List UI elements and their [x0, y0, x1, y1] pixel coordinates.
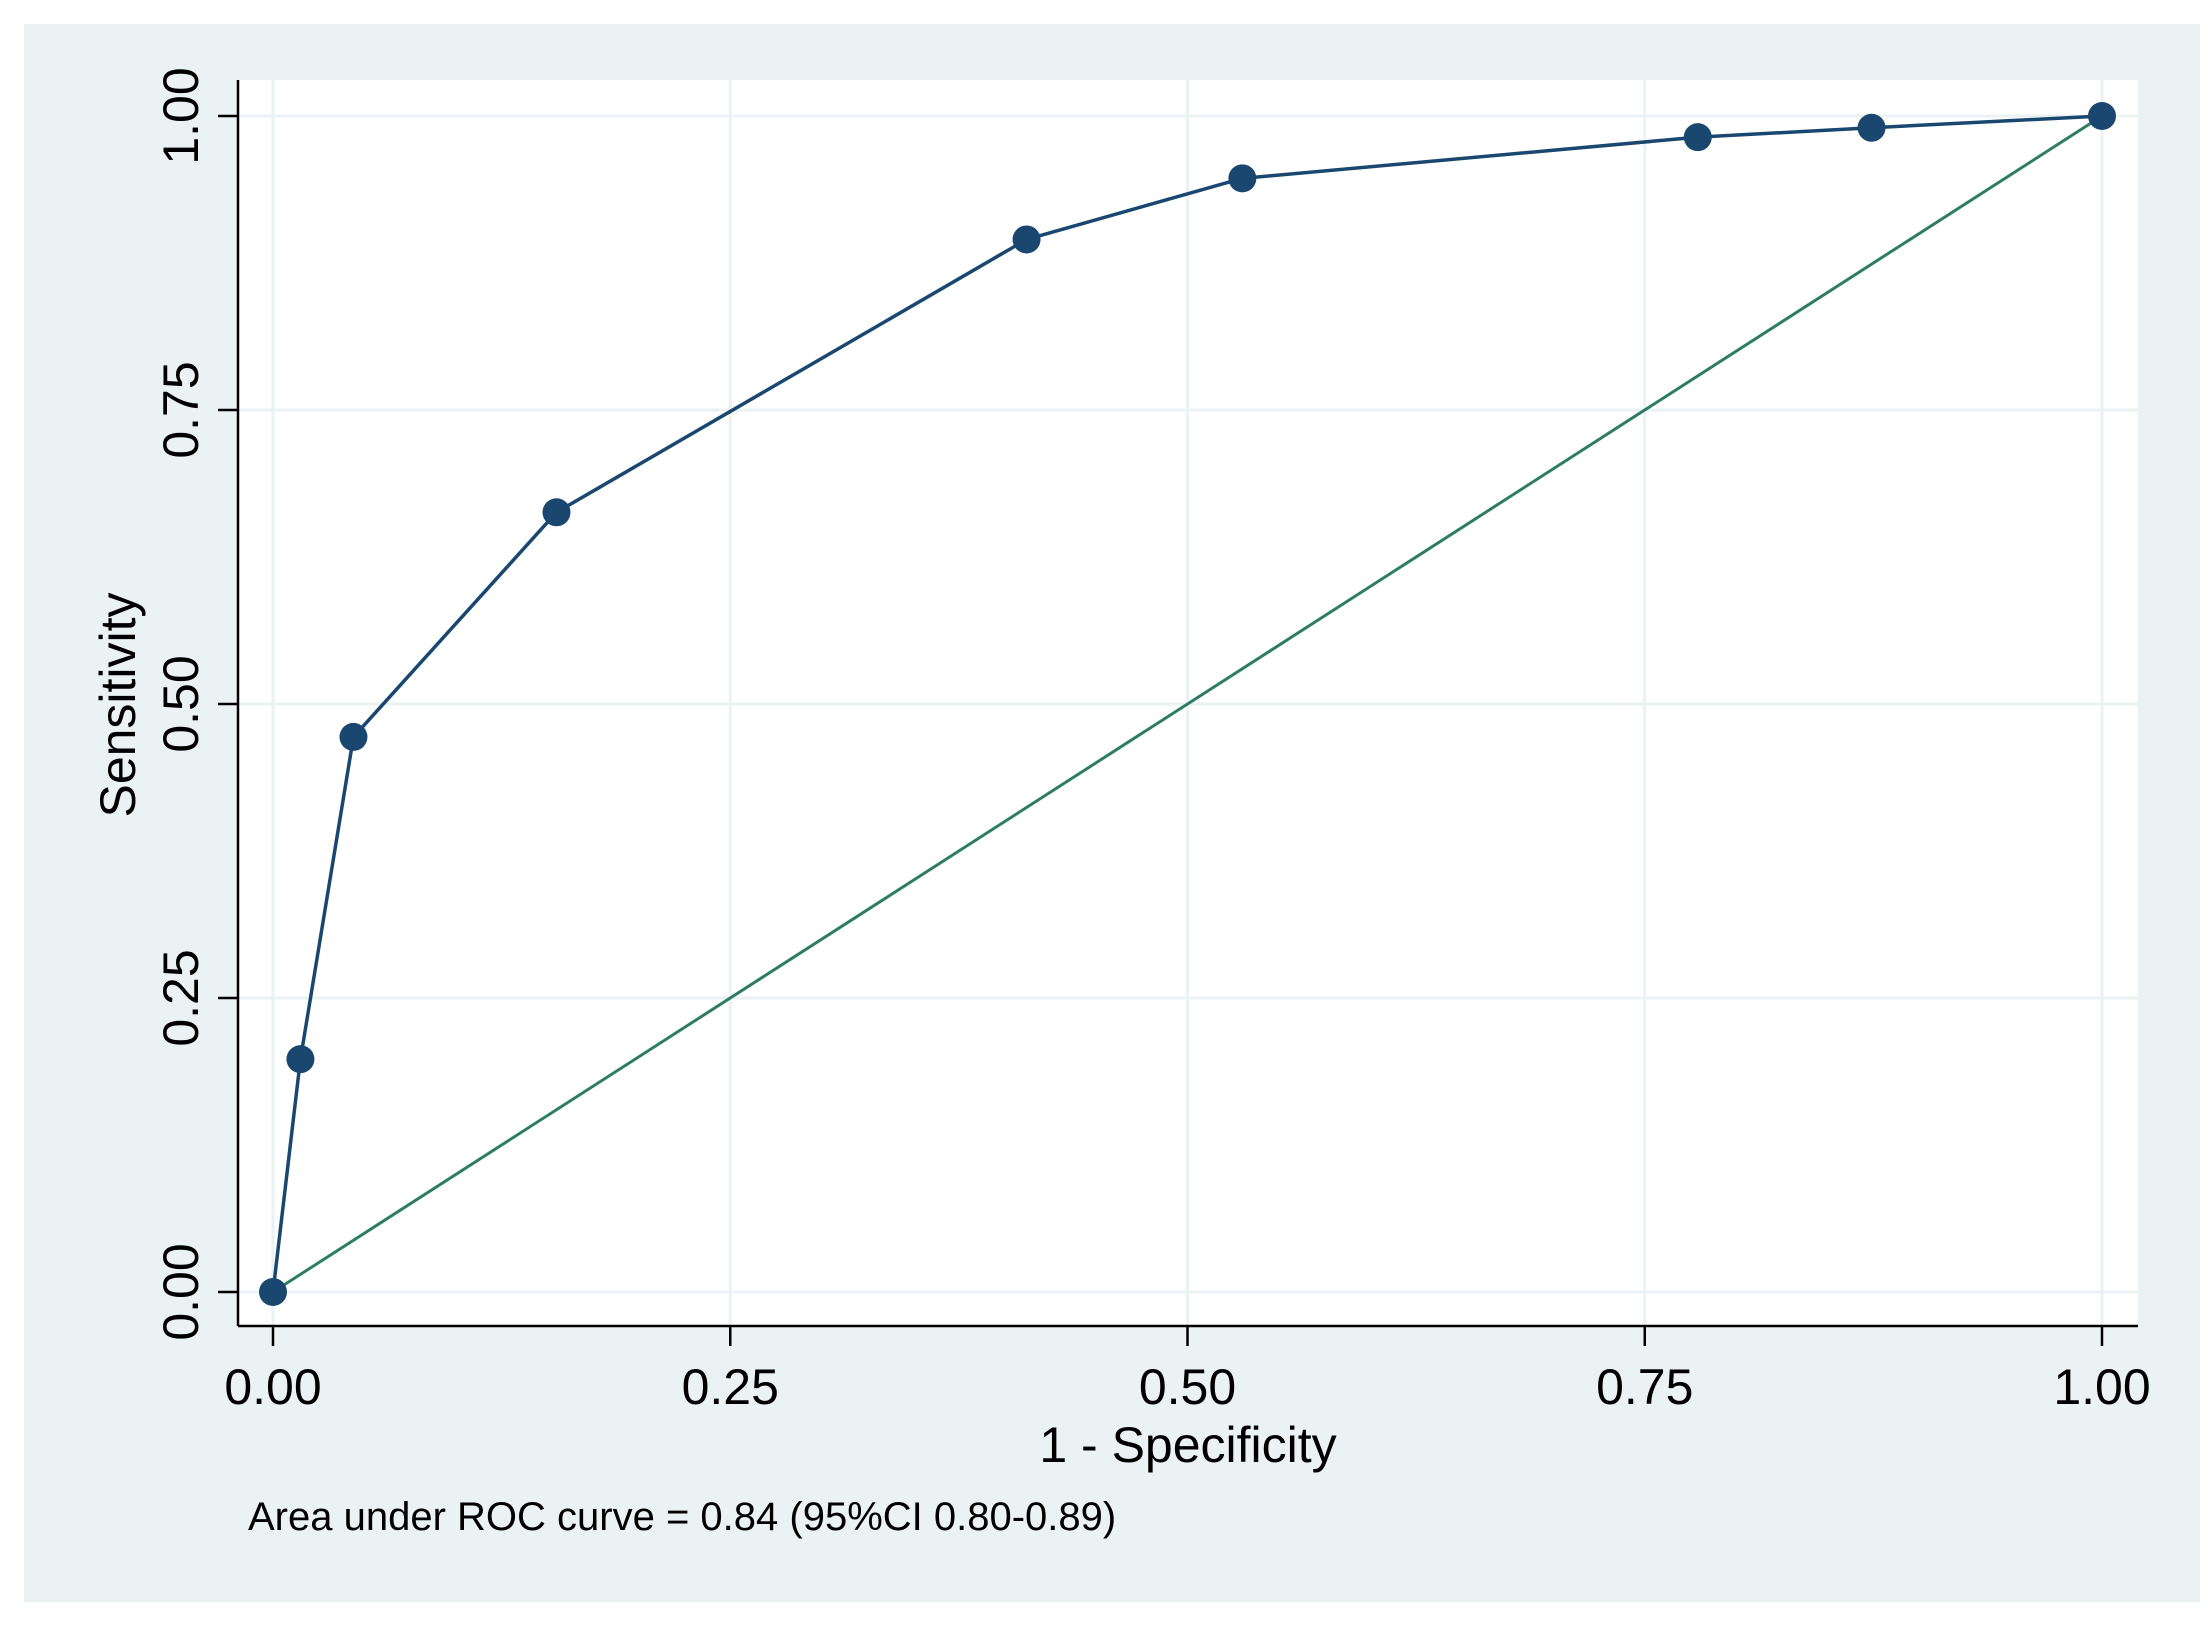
roc-point-1: [286, 1045, 315, 1074]
y-tick-label-0: 0.00: [153, 1243, 209, 1340]
roc-point-0: [259, 1278, 287, 1306]
roc-point-3: [542, 498, 571, 527]
x-tick-label-0: 0.00: [224, 1359, 321, 1415]
y-axis-title: Sensitivity: [90, 592, 146, 817]
axes: [218, 80, 2138, 1346]
x-tick-label-4: 1.00: [2053, 1359, 2150, 1415]
x-tick-label-3: 0.75: [1596, 1359, 1693, 1415]
y-tick-label-3: 0.75: [153, 361, 209, 458]
y-tick-label-4: 1.00: [153, 67, 209, 164]
roc-point-6: [1683, 123, 1712, 152]
x-axis-title: 1 - Specificity: [1039, 1417, 1336, 1473]
x-tick-label-2: 0.50: [1139, 1359, 1236, 1415]
x-tick-label-1: 0.25: [682, 1359, 779, 1415]
roc-point-2: [339, 722, 368, 751]
y-tick-label-1: 0.25: [153, 949, 209, 1046]
y-tick-label-2: 0.50: [153, 655, 209, 752]
roc-point-8: [2088, 102, 2116, 130]
tick-labels: 0.00 0.25 0.50 0.75 1.00 0.00 0.25 0.50 0.75 1.00: [153, 67, 2151, 1415]
series-layer: [259, 102, 2116, 1306]
roc-point-5: [1228, 164, 1257, 193]
roc-point-4: [1012, 225, 1041, 254]
auc-annotation: Area under ROC curve = 0.84 (95%CI 0.80-…: [248, 1495, 1116, 1539]
reference-line: [272, 114, 2103, 1294]
roc-point-7: [1857, 113, 1886, 142]
